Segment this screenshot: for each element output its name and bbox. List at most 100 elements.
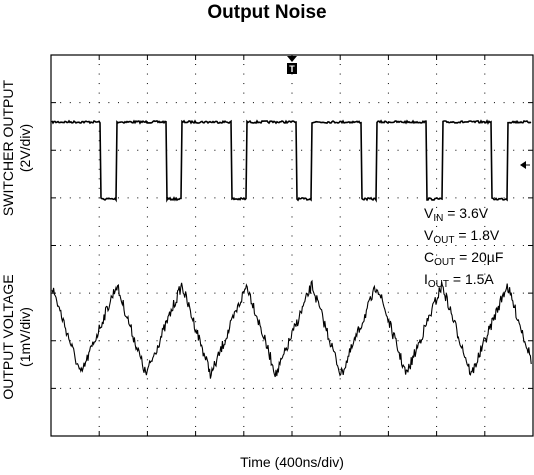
- grid-dot: [243, 92, 245, 94]
- grid-dot: [98, 73, 100, 75]
- grid-dot: [233, 340, 235, 342]
- grid-dot: [146, 254, 148, 256]
- grid-dot: [436, 264, 438, 266]
- grid-dot: [291, 406, 293, 408]
- grid-dot: [407, 340, 409, 342]
- grid-dot: [98, 292, 100, 294]
- grid-dot: [465, 340, 467, 342]
- grid-dot: [484, 178, 486, 180]
- grid-dot: [98, 130, 100, 132]
- y-axis-label-output-line2: (1mV/div): [17, 307, 33, 367]
- grid-dot: [195, 273, 197, 275]
- grid-dot: [339, 387, 341, 389]
- grid-dot: [243, 330, 245, 332]
- grid-dot: [243, 149, 245, 151]
- grid-dot: [137, 292, 139, 294]
- grid-dot: [195, 321, 197, 323]
- grid-dot: [339, 83, 341, 85]
- grid-dot: [301, 245, 303, 246]
- grid-dot: [175, 245, 177, 246]
- grid-dot: [69, 149, 71, 151]
- grid-dot: [387, 216, 389, 218]
- grid-dot: [397, 387, 399, 389]
- grid-dot: [146, 197, 148, 199]
- grid-dot: [243, 102, 245, 104]
- grid-dot: [484, 197, 486, 199]
- grid-dot: [387, 273, 389, 275]
- grid-dot: [127, 387, 129, 389]
- grid-dot: [484, 83, 486, 85]
- grid-dot: [436, 425, 438, 427]
- grid-dot: [117, 340, 119, 342]
- grid-dot: [233, 102, 235, 104]
- grid-dot: [484, 149, 486, 151]
- grid-dot: [484, 302, 486, 304]
- grid-dot: [146, 245, 148, 246]
- grid-dot: [291, 168, 293, 170]
- grid-dot: [117, 149, 119, 151]
- grid-dot: [378, 149, 380, 151]
- grid-dot: [339, 264, 341, 266]
- grid-dot: [146, 264, 148, 266]
- grid-dot: [339, 130, 341, 132]
- grid-dot: [60, 102, 62, 104]
- grid-dot: [387, 245, 389, 246]
- grid-dot: [233, 387, 235, 389]
- grid-dot: [387, 254, 389, 256]
- grid-dot: [436, 340, 438, 342]
- grid-dot: [493, 340, 495, 342]
- grid-dot: [291, 140, 293, 142]
- grid-dot: [243, 349, 245, 351]
- grid-dot: [69, 245, 71, 246]
- grid-dot: [195, 406, 197, 408]
- grid-dot: [436, 178, 438, 180]
- grid-dot: [243, 302, 245, 304]
- grid-dot: [108, 245, 110, 246]
- grid-dot: [474, 149, 476, 151]
- grid-dot: [339, 368, 341, 370]
- grid-dot: [204, 102, 206, 104]
- grid-dot: [291, 83, 293, 85]
- grid-dot: [291, 178, 293, 180]
- grid-dot: [127, 102, 129, 104]
- grid-dot: [416, 197, 418, 199]
- grid-dot: [339, 187, 341, 189]
- grid-dot: [146, 397, 148, 399]
- grid-dot: [310, 102, 312, 104]
- grid-dot: [407, 292, 409, 294]
- grid-dot: [397, 292, 399, 294]
- grid-dot: [224, 387, 226, 389]
- y-axis-label-switcher: SWITCHER OUTPUT (2V/div): [0, 38, 34, 258]
- grid-dot: [484, 92, 486, 94]
- grid-dot: [137, 340, 139, 342]
- grid-dot: [436, 111, 438, 113]
- grid-dot: [175, 102, 177, 104]
- grid-dot: [195, 130, 197, 132]
- grid-dot: [436, 206, 438, 208]
- grid-dot: [262, 102, 264, 104]
- grid-dot: [349, 340, 351, 342]
- grid-dot: [436, 140, 438, 142]
- grid-dot: [445, 245, 447, 246]
- grid-dot: [291, 321, 293, 323]
- grid-dot: [368, 149, 370, 151]
- grid-dot: [166, 245, 168, 246]
- grid-dot: [465, 387, 467, 389]
- grid-dot: [137, 102, 139, 104]
- grid-dot: [146, 359, 148, 361]
- grid-dot: [387, 387, 389, 389]
- grid-dot: [195, 102, 197, 104]
- grid-dot: [195, 149, 197, 151]
- grid-dot: [484, 130, 486, 132]
- grid-dot: [339, 73, 341, 75]
- grid-dot: [291, 235, 293, 237]
- grid-dot: [407, 102, 409, 104]
- grid-dot: [252, 245, 254, 246]
- grid-dot: [262, 149, 264, 151]
- grid-dot: [185, 245, 187, 246]
- grid-dot: [291, 378, 293, 380]
- grid-dot: [89, 292, 91, 294]
- grid-dot: [310, 245, 312, 246]
- grid-dot: [301, 292, 303, 294]
- grid-dot: [146, 416, 148, 418]
